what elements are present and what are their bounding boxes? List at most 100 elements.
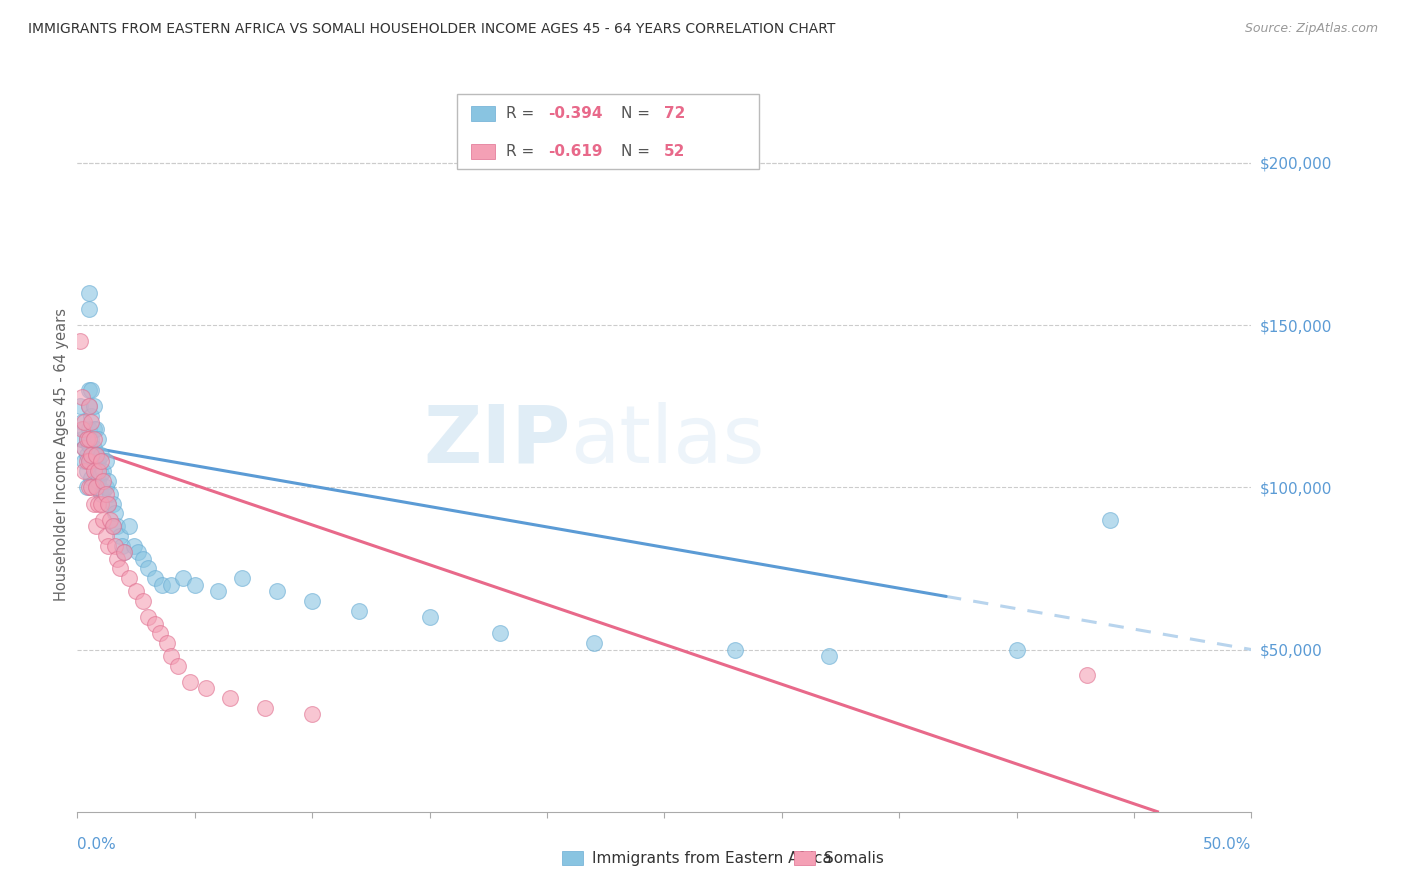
Point [155, 636, 177, 650]
Point [132, 594, 155, 608]
Point [122, 539, 145, 553]
Text: IMMIGRANTS FROM EASTERN AFRICA VS SOMALI HOUSEHOLDER INCOME AGES 45 - 64 YEARS C: IMMIGRANTS FROM EASTERN AFRICA VS SOMALI… [28, 22, 835, 37]
Point [84, 480, 107, 494]
Point [104, 506, 127, 520]
Point [347, 604, 370, 618]
Point [97, 497, 120, 511]
Point [112, 545, 135, 559]
Y-axis label: Householder Income Ages 45 - 64 years: Householder Income Ages 45 - 64 years [53, 309, 69, 601]
Point [94, 487, 117, 501]
Point [1005, 642, 1028, 657]
Point [97, 497, 120, 511]
Point [94, 529, 117, 543]
Point [83, 432, 105, 446]
Point [97, 474, 120, 488]
Point [87, 432, 110, 446]
Text: ZIP: ZIP [423, 401, 571, 480]
Point [148, 626, 170, 640]
Point [98, 513, 121, 527]
Point [160, 648, 183, 663]
Point [73, 454, 96, 468]
Point [70, 422, 93, 436]
Point [104, 539, 127, 553]
Point [125, 584, 148, 599]
Point [83, 442, 105, 456]
Point [301, 594, 323, 608]
Point [80, 454, 103, 468]
Point [70, 416, 93, 430]
Point [84, 422, 107, 436]
Point [77, 432, 100, 446]
Point [87, 464, 110, 478]
Point [80, 432, 103, 446]
Point [90, 448, 112, 462]
Point [143, 571, 166, 585]
Text: atlas: atlas [571, 401, 765, 480]
Point [101, 519, 124, 533]
Point [69, 334, 91, 349]
Text: Source: ZipAtlas.com: Source: ZipAtlas.com [1244, 22, 1378, 36]
Point [724, 642, 747, 657]
Point [77, 454, 100, 468]
Point [76, 432, 98, 446]
Point [77, 399, 100, 413]
Text: 50.0%: 50.0% [1204, 837, 1251, 852]
Point [77, 285, 100, 300]
Point [76, 464, 98, 478]
Text: Somalis: Somalis [824, 851, 884, 865]
Point [83, 422, 105, 436]
Text: 72: 72 [664, 106, 685, 120]
Point [150, 577, 173, 591]
Point [94, 480, 117, 494]
Point [80, 480, 103, 494]
Point [108, 529, 131, 543]
Point [80, 409, 103, 423]
Point [97, 539, 120, 553]
Point [77, 399, 100, 413]
Point [1099, 513, 1122, 527]
Text: -0.394: -0.394 [548, 106, 603, 120]
Point [489, 626, 512, 640]
Point [118, 519, 141, 533]
Point [91, 474, 114, 488]
Point [84, 448, 107, 462]
Point [76, 448, 98, 462]
Point [167, 658, 190, 673]
Point [73, 464, 96, 478]
Point [80, 470, 103, 484]
Point [73, 442, 96, 456]
Point [183, 577, 207, 591]
Text: R =: R = [506, 145, 540, 159]
Point [80, 448, 103, 462]
Point [179, 675, 201, 690]
Point [91, 464, 114, 478]
Point [160, 577, 183, 591]
Point [87, 497, 110, 511]
Point [83, 497, 105, 511]
Point [91, 483, 114, 498]
Text: N =: N = [621, 145, 655, 159]
Point [90, 497, 112, 511]
Point [101, 497, 124, 511]
Text: 52: 52 [664, 145, 685, 159]
Point [70, 432, 93, 446]
Point [105, 519, 128, 533]
Point [419, 610, 441, 624]
Point [143, 616, 166, 631]
Point [172, 571, 194, 585]
Text: N =: N = [621, 106, 655, 120]
Point [817, 648, 839, 663]
Point [77, 383, 100, 397]
Point [90, 454, 112, 468]
Point [84, 519, 107, 533]
Point [84, 480, 107, 494]
Point [266, 584, 288, 599]
Point [77, 454, 100, 468]
Point [132, 551, 155, 566]
Point [87, 474, 110, 488]
Point [76, 432, 98, 446]
Point [127, 545, 149, 559]
Text: R =: R = [506, 106, 540, 120]
Point [112, 545, 135, 559]
Point [98, 487, 121, 501]
